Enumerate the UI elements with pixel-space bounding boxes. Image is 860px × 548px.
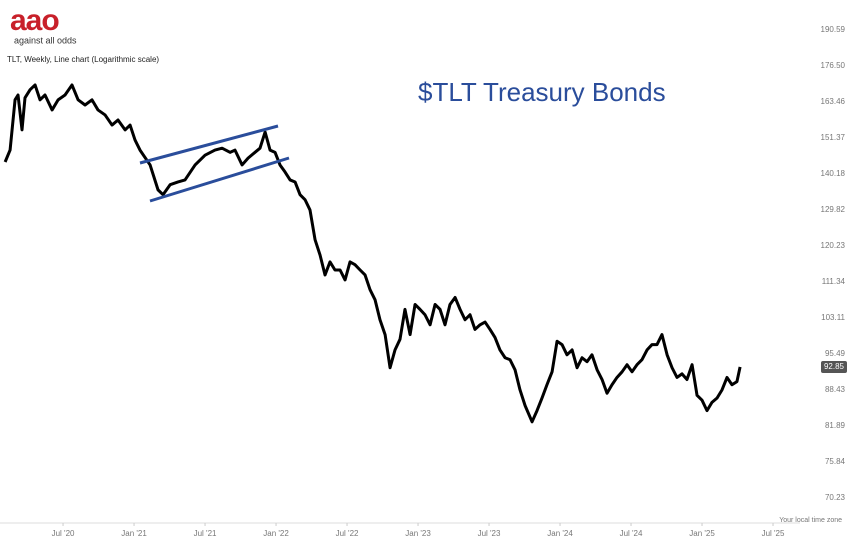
y-tick-label: 81.89: [825, 421, 846, 430]
x-tick-label: Jul '24: [620, 529, 643, 538]
x-tick-label: Jul '22: [336, 529, 359, 538]
plot: [3, 83, 742, 424]
x-tick-label: Jul '21: [194, 529, 217, 538]
last-price-box: [821, 360, 847, 373]
y-tick-label: 176.50: [821, 61, 846, 70]
x-tick-label: Jan '21: [121, 529, 147, 538]
trend-line: [149, 156, 290, 203]
x-tick-label: Jan '22: [263, 529, 289, 538]
y-tick-label: 103.11: [821, 313, 845, 322]
y-tick-label: 111.34: [822, 277, 846, 286]
price-line: [3, 83, 742, 424]
chart-subtitle: TLT, Weekly, Line chart (Logarithmic sca…: [7, 55, 159, 64]
y-tick-label: 120.23: [821, 241, 846, 250]
logo-mark: aao: [10, 4, 59, 37]
x-tick-label: Jan '23: [405, 529, 431, 538]
y-tick-label: 140.18: [821, 169, 846, 178]
x-tick-label: Jul '25: [762, 529, 785, 538]
x-tick-label: Jan '25: [689, 529, 715, 538]
y-tick-label: 88.43: [825, 385, 846, 394]
y-tick-label: 163.46: [821, 97, 846, 106]
x-tick-label: Jul '23: [478, 529, 501, 538]
last-price-label: 92.85: [824, 362, 845, 371]
x-tick-label: Jul '20: [52, 529, 75, 538]
timezone-note: Your local time zone: [779, 517, 842, 524]
y-tick-label: 70.23: [825, 493, 846, 502]
logo-tagline: against all odds: [14, 35, 77, 45]
chart-title: $TLT Treasury Bonds: [418, 77, 666, 107]
y-tick-label: 151.37: [821, 133, 846, 142]
trend-line: [139, 124, 279, 165]
y-tick-label: 75.84: [825, 457, 846, 466]
y-tick-label: 129.82: [821, 205, 846, 214]
y-tick-label: 190.59: [821, 25, 846, 34]
y-tick-label: 95.49: [825, 349, 846, 358]
x-tick-label: Jan '24: [547, 529, 573, 538]
